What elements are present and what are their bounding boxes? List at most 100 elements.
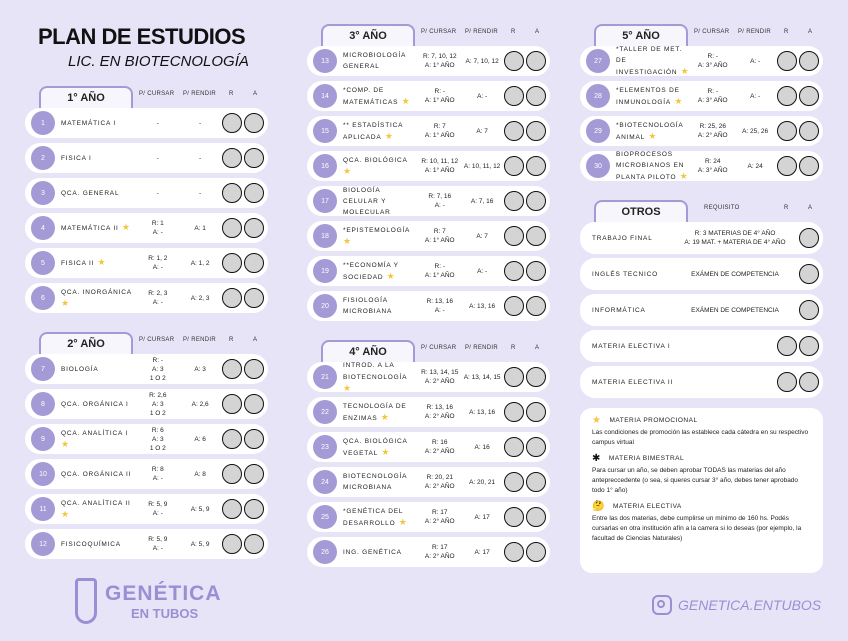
cursar-line: R: 17 xyxy=(432,544,448,551)
regular-checkbox[interactable] xyxy=(777,372,797,392)
brand-name: GENÉTICA xyxy=(105,581,222,605)
approved-checkbox[interactable] xyxy=(526,191,546,211)
approved-checkbox[interactable] xyxy=(244,499,264,519)
approved-checkbox[interactable] xyxy=(526,507,546,527)
approved-checkbox[interactable] xyxy=(244,148,264,168)
regular-checkbox[interactable] xyxy=(504,191,524,211)
year-section: 2° AÑO P/ CURSAR P/ RENDIR R A 7 BIOLOGÍA R: -A… xyxy=(25,332,268,559)
subject-name: QCA. ANALÍTICA II ★ xyxy=(61,497,135,521)
regular-checkbox[interactable] xyxy=(504,51,524,71)
regular-checkbox[interactable] xyxy=(222,534,242,554)
subject-row: 29 *BIOTECNOLOGÍA ANIMAL ★ R: 25, 26 A: 2° … xyxy=(580,116,823,146)
approved-checkbox[interactable] xyxy=(526,472,546,492)
year-tab[interactable]: 5° AÑO xyxy=(594,24,688,46)
subject-name-text: QCA. BIOLÓGICA VEGETAL xyxy=(343,437,408,457)
regular-checkbox[interactable] xyxy=(504,507,524,527)
cursar-requirements: R: 8 A: - xyxy=(135,465,180,483)
regular-checkbox[interactable] xyxy=(504,542,524,562)
regular-checkbox[interactable] xyxy=(222,429,242,449)
approved-checkbox[interactable] xyxy=(799,372,819,392)
subject-row: 10 QCA. ORGÁNICA II R: 8 A: - A: 8 xyxy=(25,459,268,489)
year-tab[interactable]: 1° AÑO xyxy=(39,86,133,108)
approved-checkbox[interactable] xyxy=(799,51,819,71)
regular-checkbox[interactable] xyxy=(222,499,242,519)
cursar-line: R: - xyxy=(434,263,446,270)
cursar-line: R: 7 xyxy=(433,228,446,235)
approved-checkbox[interactable] xyxy=(526,261,546,281)
regular-checkbox[interactable] xyxy=(504,226,524,246)
rendir-requirement: A: 2,6 xyxy=(191,400,209,408)
approved-checkbox[interactable] xyxy=(244,429,264,449)
year-tab[interactable]: 3° AÑO xyxy=(321,24,415,46)
approved-checkbox[interactable] xyxy=(526,156,546,176)
star-icon: ★ xyxy=(343,236,352,246)
approved-checkbox[interactable] xyxy=(799,264,819,284)
subject-name-text: BIOLOGÍA xyxy=(61,365,99,373)
otros-tab[interactable]: OTROS xyxy=(594,200,688,222)
cursar-line: R: 1, 2 xyxy=(148,255,168,262)
approved-checkbox[interactable] xyxy=(526,437,546,457)
approved-checkbox[interactable] xyxy=(244,288,264,308)
approved-checkbox[interactable] xyxy=(799,336,819,356)
regular-checkbox[interactable] xyxy=(504,121,524,141)
column-header-r: R xyxy=(229,91,234,97)
regular-checkbox[interactable] xyxy=(504,437,524,457)
regular-checkbox[interactable] xyxy=(222,394,242,414)
cursar-requirements: R: 25, 26 A: 2° AÑO xyxy=(690,122,735,140)
approved-checkbox[interactable] xyxy=(526,542,546,562)
approved-checkbox[interactable] xyxy=(799,86,819,106)
cursar-line: R: 5, 9 xyxy=(148,501,168,508)
regular-checkbox[interactable] xyxy=(504,296,524,316)
regular-checkbox[interactable] xyxy=(504,156,524,176)
approved-checkbox[interactable] xyxy=(244,183,264,203)
approved-checkbox[interactable] xyxy=(244,218,264,238)
subject-list: 27 *TALLER DE MET. DE INVESTIGACIÓN ★ R: -… xyxy=(580,46,823,181)
subject-name: FISICA I xyxy=(61,153,135,164)
regular-checkbox[interactable] xyxy=(504,86,524,106)
approved-checkbox[interactable] xyxy=(526,226,546,246)
otros-row: INGLÉS TECNICO EXÁMEN DE COMPETENCIA xyxy=(580,258,823,290)
instagram-handle[interactable]: GENETICA.ENTUBOS xyxy=(652,595,821,615)
regular-checkbox[interactable] xyxy=(777,86,797,106)
approved-checkbox[interactable] xyxy=(244,534,264,554)
regular-checkbox[interactable] xyxy=(222,218,242,238)
approved-checkbox[interactable] xyxy=(799,300,819,320)
subject-row: 26 ING. GENÉTICA R: 17 A: 2° AÑO A: 17 xyxy=(307,537,550,567)
cursar-requirements: R: 1, 2 A: - xyxy=(135,254,180,272)
regular-checkbox[interactable] xyxy=(777,121,797,141)
year-tab[interactable]: 2° AÑO xyxy=(39,332,133,354)
approved-checkbox[interactable] xyxy=(526,121,546,141)
regular-checkbox[interactable] xyxy=(504,402,524,422)
approved-checkbox[interactable] xyxy=(526,296,546,316)
regular-checkbox[interactable] xyxy=(222,288,242,308)
regular-checkbox[interactable] xyxy=(222,113,242,133)
approved-checkbox[interactable] xyxy=(526,86,546,106)
approved-checkbox[interactable] xyxy=(799,121,819,141)
approved-checkbox[interactable] xyxy=(244,253,264,273)
regular-checkbox[interactable] xyxy=(222,183,242,203)
approved-checkbox[interactable] xyxy=(799,228,819,248)
approved-checkbox[interactable] xyxy=(244,394,264,414)
regular-checkbox[interactable] xyxy=(504,261,524,281)
year-tab[interactable]: 4° AÑO xyxy=(321,340,415,362)
approved-checkbox[interactable] xyxy=(526,51,546,71)
column-header-r: R xyxy=(784,29,789,35)
approved-checkbox[interactable] xyxy=(244,113,264,133)
approved-checkbox[interactable] xyxy=(244,359,264,379)
subject-row: 6 QCA. INORGÁNICA ★ R: 2, 3 A: - A: 2, 3 xyxy=(25,283,268,313)
regular-checkbox[interactable] xyxy=(222,464,242,484)
approved-checkbox[interactable] xyxy=(526,367,546,387)
otros-requirement: EXÁMEN DE COMPETENCIA xyxy=(670,306,800,315)
cursar-requirements: R: 5, 9 A: - xyxy=(135,500,180,518)
regular-checkbox[interactable] xyxy=(222,253,242,273)
regular-checkbox[interactable] xyxy=(504,367,524,387)
approved-checkbox[interactable] xyxy=(244,464,264,484)
regular-checkbox[interactable] xyxy=(222,148,242,168)
approved-checkbox[interactable] xyxy=(526,402,546,422)
approved-checkbox[interactable] xyxy=(799,156,819,176)
regular-checkbox[interactable] xyxy=(777,156,797,176)
regular-checkbox[interactable] xyxy=(222,359,242,379)
regular-checkbox[interactable] xyxy=(777,336,797,356)
regular-checkbox[interactable] xyxy=(777,51,797,71)
regular-checkbox[interactable] xyxy=(504,472,524,492)
